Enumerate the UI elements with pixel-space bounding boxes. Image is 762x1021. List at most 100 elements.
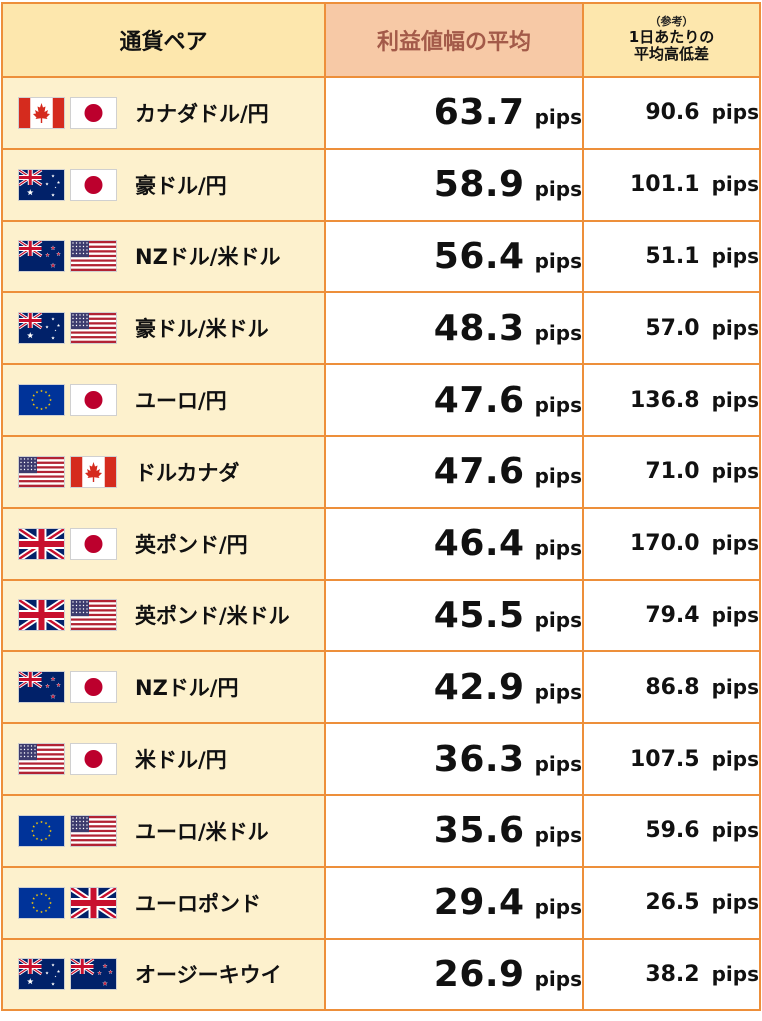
daily-range-unit: pips <box>711 315 759 340</box>
daily-range-cell: 26.5 pips <box>582 865 761 940</box>
table-row: オージーキウイ 26.9 pips 38.2 pips <box>1 937 761 1012</box>
pair-cell: ドルカナダ <box>1 434 326 509</box>
table-row: 豪ドル/円 58.9 pips 101.1 pips <box>1 147 761 222</box>
daily-range-unit: pips <box>711 890 759 915</box>
daily-range-value: 170.0 <box>630 531 700 557</box>
eu-flag-icon <box>19 815 64 846</box>
pair-cell: ユーロポンド <box>1 865 326 940</box>
pair-name: NZドル/米ドル <box>135 245 281 270</box>
pair-name: ユーロポンド <box>135 891 261 916</box>
table-body: カナダドル/円 63.7 pips 90.6 pips 豪ドル/円 58.9 pips 101.… <box>1 76 761 1012</box>
daily-range-cell: 170.0 pips <box>582 506 761 581</box>
header-range-line2: 平均高低差 <box>633 45 709 64</box>
pair-name: 米ドル/円 <box>135 748 227 773</box>
profit-average-unit: pips <box>534 248 582 273</box>
profit-average-cell: 47.6 pips <box>324 363 584 437</box>
pair-cell: ユーロ/円 <box>1 363 326 437</box>
profit-average-unit: pips <box>534 966 582 991</box>
daily-range-unit: pips <box>711 602 759 627</box>
header-range-line1: 1日あたりの <box>628 28 715 47</box>
usa-flag-icon <box>71 815 116 846</box>
daily-range-value: 101.1 <box>630 172 700 198</box>
profit-average-cell: 47.6 pips <box>324 434 584 509</box>
eu-flag-icon <box>19 887 64 918</box>
profit-average-cell: 58.9 pips <box>324 147 584 222</box>
japan-flag-icon <box>71 744 116 775</box>
profit-average-cell: 26.9 pips <box>324 937 584 1012</box>
profit-average-value: 63.7 <box>433 92 525 134</box>
japan-flag-icon <box>71 672 116 703</box>
header-profit-average: 利益値幅の平均 <box>324 2 584 78</box>
profit-average-unit: pips <box>534 536 582 561</box>
profit-average-cell: 46.4 pips <box>324 506 584 581</box>
profit-average-value: 36.3 <box>433 738 525 780</box>
daily-range-cell: 71.0 pips <box>582 434 761 509</box>
pair-name: ユーロ/円 <box>135 389 227 414</box>
table-header-row: 通貨ペア 利益値幅の平均 （参考） 1日あたりの 平均高低差 <box>1 2 761 78</box>
profit-average-value: 47.6 <box>433 379 525 421</box>
daily-range-cell: 51.1 pips <box>582 219 761 294</box>
daily-range-value: 107.5 <box>630 746 700 772</box>
profit-average-unit: pips <box>534 823 582 848</box>
daily-range-cell: 57.0 pips <box>582 291 761 366</box>
pair-name: NZドル/円 <box>135 676 239 701</box>
pair-name: オージーキウイ <box>135 963 282 988</box>
canada-flag-icon <box>71 456 116 487</box>
daily-range-unit: pips <box>711 387 759 412</box>
new-zealand-flag-icon <box>19 241 64 272</box>
daily-range-value: 136.8 <box>630 387 700 413</box>
profit-average-unit: pips <box>534 607 582 632</box>
profit-average-value: 42.9 <box>433 666 525 708</box>
profit-average-value: 29.4 <box>433 882 525 924</box>
profit-average-unit: pips <box>534 895 582 920</box>
table-row: ユーロ/円 47.6 pips 136.8 pips <box>1 363 761 437</box>
table-row: ドルカナダ 47.6 pips 71.0 pips <box>1 434 761 509</box>
profit-average-value: 26.9 <box>433 953 525 995</box>
header-daily-range: （参考） 1日あたりの 平均高低差 <box>582 2 761 78</box>
pair-cell: 英ポンド/円 <box>1 506 326 581</box>
uk-flag-icon <box>19 600 64 631</box>
profit-average-cell: 45.5 pips <box>324 578 584 653</box>
daily-range-value: 51.1 <box>645 243 700 269</box>
pair-name: ドルカナダ <box>135 460 240 485</box>
pair-cell: カナダドル/円 <box>1 76 326 150</box>
daily-range-unit: pips <box>711 100 759 125</box>
pair-name: カナダドル/円 <box>135 101 269 126</box>
pair-cell: 英ポンド/米ドル <box>1 578 326 653</box>
table-row: NZドル/円 42.9 pips 86.8 pips <box>1 650 761 725</box>
profit-average-unit: pips <box>534 679 582 704</box>
japan-flag-icon <box>71 528 116 559</box>
daily-range-cell: 38.2 pips <box>582 937 761 1012</box>
uk-flag-icon <box>71 887 116 918</box>
australia-flag-icon <box>19 169 64 200</box>
profit-average-cell: 42.9 pips <box>324 650 584 725</box>
new-zealand-flag-icon <box>71 959 116 990</box>
daily-range-unit: pips <box>711 818 759 843</box>
pair-cell: NZドル/米ドル <box>1 219 326 294</box>
daily-range-cell: 101.1 pips <box>582 147 761 222</box>
profit-average-unit: pips <box>534 320 582 345</box>
profit-average-unit: pips <box>534 392 582 417</box>
profit-average-cell: 48.3 pips <box>324 291 584 366</box>
header-currency-pair: 通貨ペア <box>1 2 326 78</box>
daily-range-value: 90.6 <box>645 100 700 126</box>
new-zealand-flag-icon <box>19 672 64 703</box>
profit-average-unit: pips <box>534 464 582 489</box>
daily-range-value: 86.8 <box>645 674 700 700</box>
daily-range-unit: pips <box>711 746 759 771</box>
daily-range-unit: pips <box>711 172 759 197</box>
pair-cell: NZドル/円 <box>1 650 326 725</box>
australia-flag-icon <box>19 959 64 990</box>
usa-flag-icon <box>71 600 116 631</box>
profit-average-value: 35.6 <box>433 810 525 852</box>
daily-range-value: 26.5 <box>645 890 700 916</box>
profit-average-cell: 56.4 pips <box>324 219 584 294</box>
usa-flag-icon <box>19 744 64 775</box>
table-row: 英ポンド/米ドル 45.5 pips 79.4 pips <box>1 578 761 653</box>
pair-cell: 米ドル/円 <box>1 722 326 796</box>
daily-range-cell: 86.8 pips <box>582 650 761 725</box>
pair-cell: オージーキウイ <box>1 937 326 1012</box>
usa-flag-icon <box>19 456 64 487</box>
eu-flag-icon <box>19 385 64 416</box>
profit-average-unit: pips <box>534 105 582 130</box>
